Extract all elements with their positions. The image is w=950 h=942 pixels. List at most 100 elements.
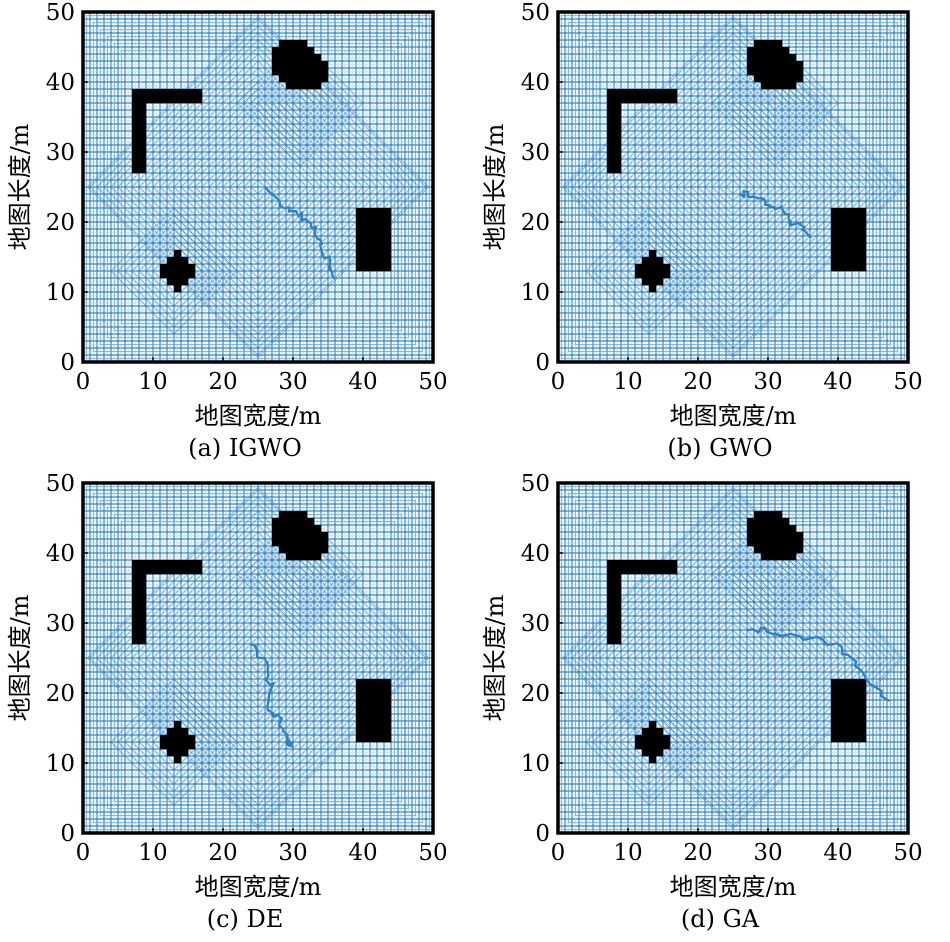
spiral-ring [592,685,706,799]
spiral-ring [697,622,769,694]
obstacle-cell [831,735,839,743]
spiral-ring [215,144,301,230]
spiral-ring [250,179,266,195]
obstacle-cell [754,546,762,554]
obstacle-cell [384,700,392,708]
obstacle-cell [775,546,783,554]
y-tick-label: 40 [521,541,550,567]
obstacle-cell [167,278,175,286]
spiral-ring [243,643,273,673]
obstacle-cell [300,47,308,55]
obstacle-cell [181,89,189,97]
obstacle-cell [838,250,846,258]
obstacle-cell [831,250,839,258]
plot-frame [81,481,435,835]
spiral-ring [599,221,699,321]
spiral-ring [620,545,846,771]
obstacle-cell [754,518,762,526]
obstacle-cell [754,68,762,76]
obstacle-cell [321,546,329,554]
obstacle-cell [649,278,657,286]
obstacle-cell [782,82,790,90]
obstacle-cell [761,546,769,554]
spiral-ring [110,510,406,806]
obstacle-cell [831,721,839,729]
spiral-ring [718,643,748,673]
spiral-ring [222,622,294,694]
obstacle-cell [670,96,678,104]
obstacle-cell [384,257,392,265]
obstacle-cell [279,61,287,69]
obstacle-cell [384,693,392,701]
obstacle-cell [132,166,140,174]
obstacle-cell [286,82,294,90]
winding-path [264,186,335,279]
obstacle-cell [293,553,301,561]
obstacle-cell [670,89,678,97]
x-tick-label: 0 [76,369,91,395]
obstacle-cell [363,735,371,743]
obstacle-cell [370,728,378,736]
obstacle-cell [859,700,867,708]
obstacle-cell [852,257,860,265]
obstacle-cell [300,68,308,76]
spiral-ring [767,95,783,111]
spiral-ring [676,130,790,244]
obstacle-cell [768,546,776,554]
obstacle-cell [607,630,615,638]
obstacle-cell [775,47,783,55]
panel-d: 0 0 10 10 20 20 30 30 40 40 50 50 地图宽度/m 地图长度/m (d) GA [475,471,950,942]
x-tick-label: 30 [278,840,307,866]
spiral-rings [86,486,430,830]
obstacle-cell [768,82,776,90]
obstacle-cell [845,700,853,708]
obstacle-cell [649,749,657,757]
obstacle-cell [356,721,364,729]
obstacle-cell [314,539,322,547]
obstacle-cell [782,518,790,526]
obstacle-cell [286,518,294,526]
spiral-ring [732,60,818,146]
obstacle-cell [642,257,650,265]
obstacle-cell [796,532,804,540]
obstacle-cell [852,707,860,715]
obstacle-cell [768,532,776,540]
obstacle-cell [614,630,622,638]
obstacle-cell [859,222,867,230]
obstacle-cell [859,686,867,694]
obstacle-cell [188,89,196,97]
obstacle-cell [384,250,392,258]
obstacle-cell [831,714,839,722]
obstacle-cell [628,96,636,104]
obstacle-cell [649,264,657,272]
obstacle-cell [132,152,140,160]
obstacle-cell [300,61,308,69]
obstacle-cell [642,742,650,750]
obstacle-cell [635,264,643,272]
obstacle-cell [775,525,783,533]
obstacle-cell [831,257,839,265]
obstacle-cell [293,47,301,55]
obstacle-cell [859,229,867,237]
obstacle-cell [775,61,783,69]
obstacle-cell [642,89,650,97]
spiral-ring [620,713,678,771]
plot-frame [81,10,435,364]
obstacle-cell [195,560,203,568]
obstacle-cell [377,714,385,722]
spiral-ring [739,67,811,139]
y-tick-label: 50 [521,0,550,26]
obstacle-cell [607,152,615,160]
obstacle-cell [852,693,860,701]
obstacle-cell [838,700,846,708]
obstacle-cell [614,595,622,603]
spiral-ring [711,39,839,167]
obstacle-cell [384,686,392,694]
obstacle-cell [174,271,182,279]
spiral-ring [746,545,804,603]
obstacle-cell [160,96,168,104]
y-tick-label: 20 [46,681,75,707]
obstacle-cell [363,700,371,708]
obstacle-cell [132,637,140,645]
spiral-ring [648,102,818,272]
